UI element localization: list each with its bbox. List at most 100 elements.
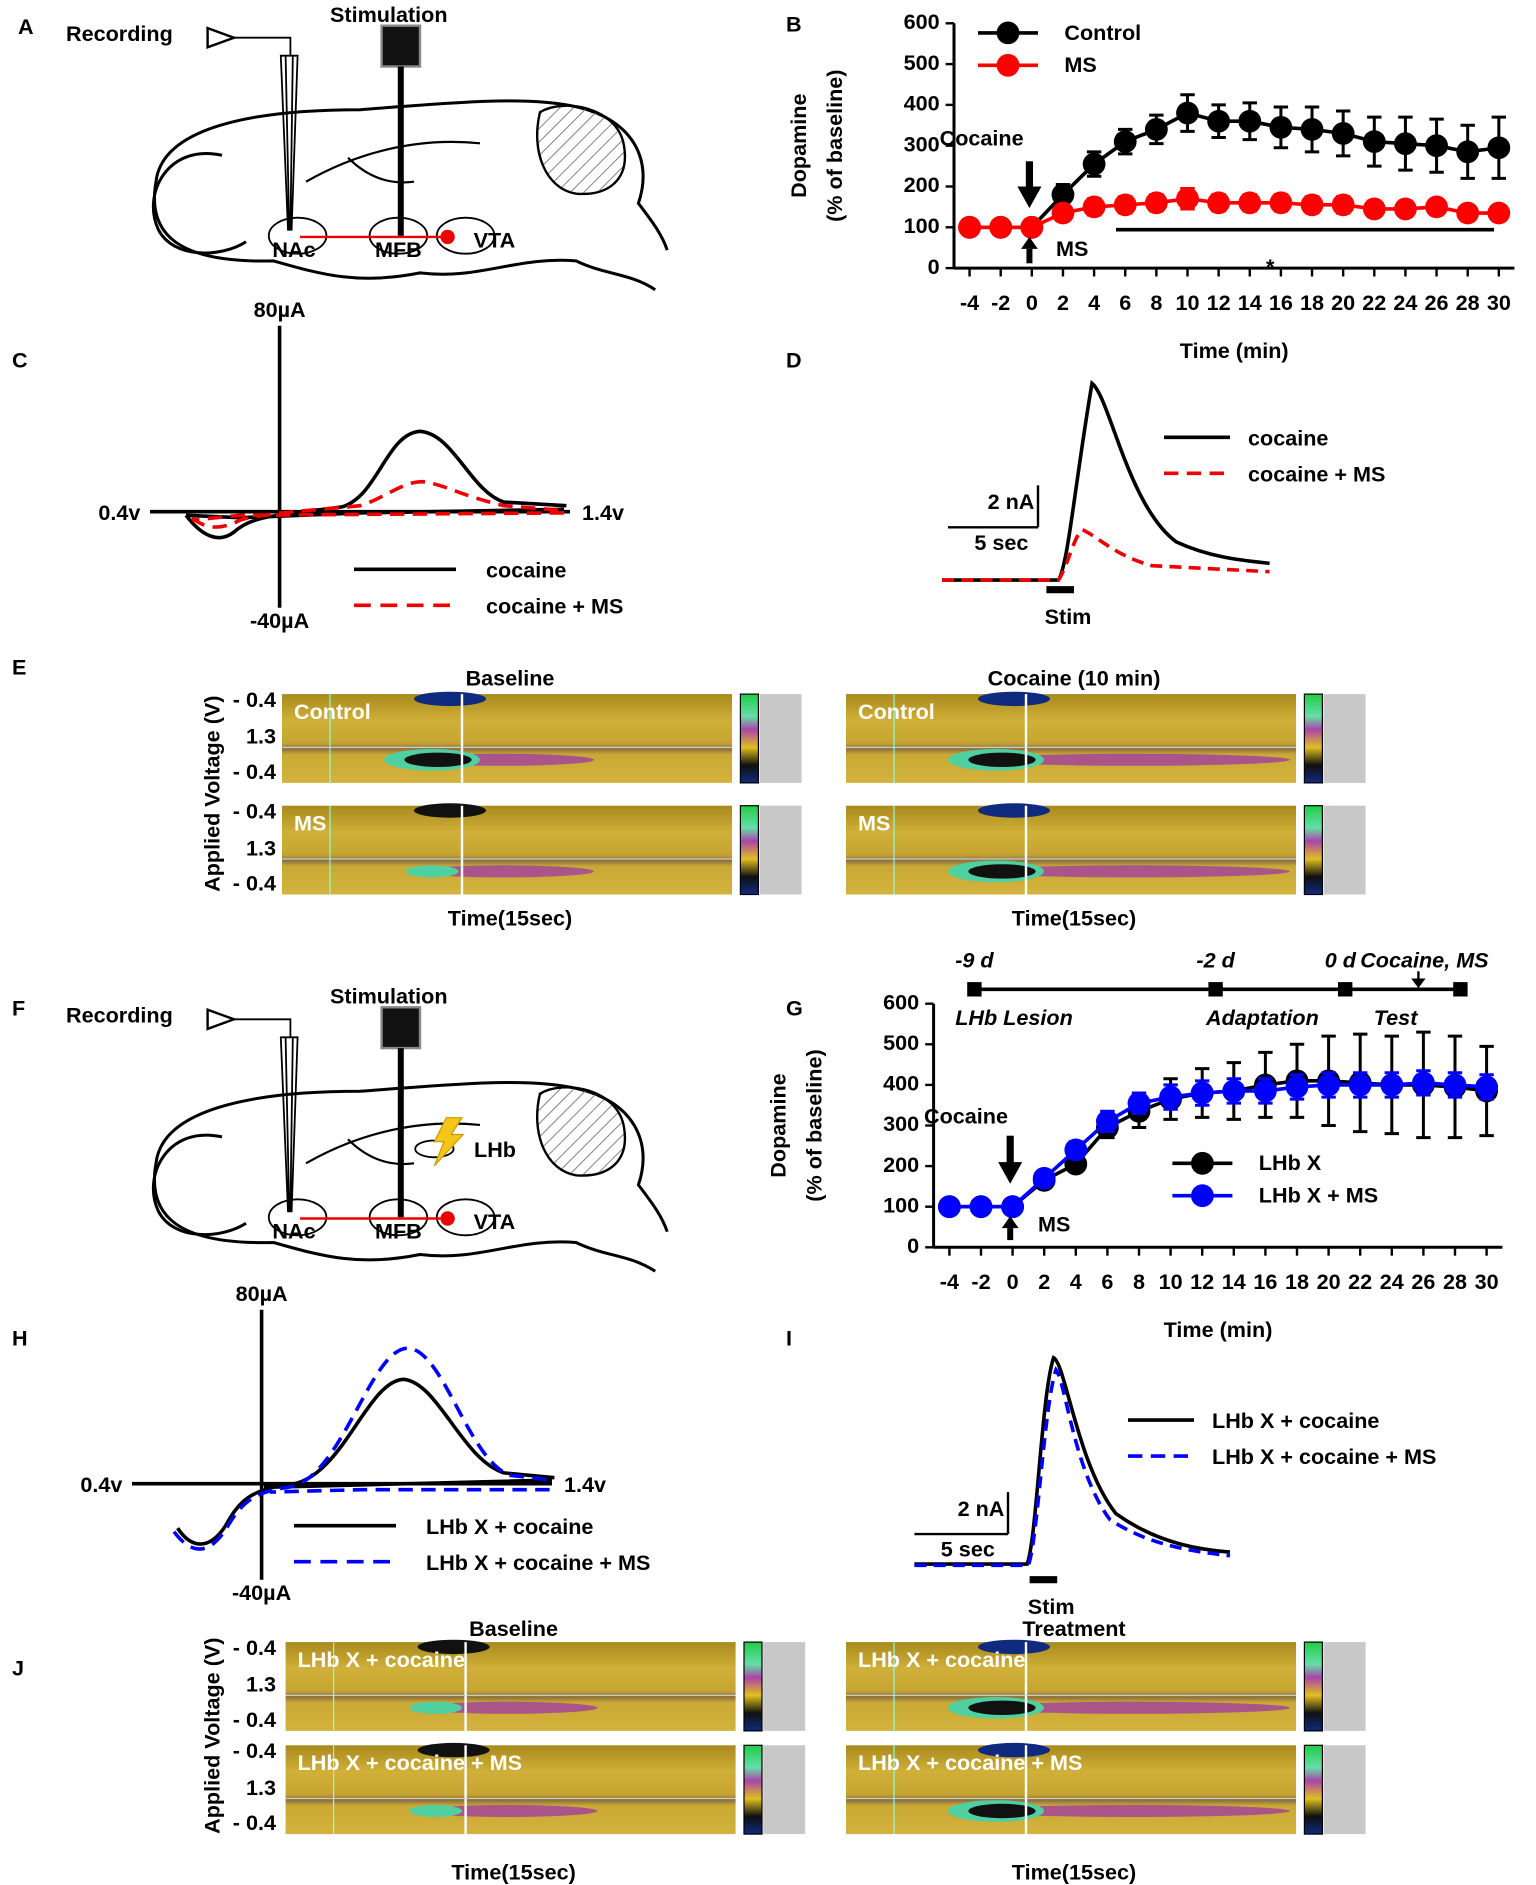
brain-diagram: Recording Stimulation NAc MFB VTA: [66, 2, 669, 291]
legend-label: LHb X + cocaine + MS: [426, 1550, 650, 1575]
data-point: [1285, 1075, 1309, 1099]
x-tick-label: 12: [1190, 1269, 1214, 1294]
heatmap: [282, 805, 732, 895]
arrow-head: [998, 1162, 1023, 1184]
heatmap-top: [417, 1742, 490, 1758]
row-label: LHb X + cocaine + MS: [858, 1750, 1082, 1775]
panel-letter: D: [786, 347, 802, 372]
heatmap-top: [978, 691, 1050, 707]
data-point: [1443, 1073, 1467, 1097]
x-tick-label: 28: [1443, 1269, 1467, 1294]
legend-marker: [1191, 1151, 1214, 1175]
colorbar-panel: [1323, 1642, 1366, 1731]
stimulation-label: Stimulation: [330, 2, 448, 27]
x-axis-label: Time(15sec): [451, 1859, 575, 1884]
x-tick-label: 20: [1317, 1269, 1341, 1294]
row-label: LHb X + cocaine + MS: [298, 1750, 522, 1775]
cv-trace: [190, 479, 565, 529]
x-axis-label: Time(15sec): [1012, 905, 1136, 930]
x-tick-label: 20: [1331, 290, 1355, 315]
timeline-phase: LHb Lesion: [955, 1005, 1073, 1030]
stim-label: Stim: [1028, 1594, 1075, 1619]
region-label: LHb: [474, 1137, 516, 1162]
data-point: [1238, 191, 1262, 215]
voltage-tick: 1.3: [246, 1672, 276, 1697]
region-label: MFB: [375, 1219, 422, 1244]
data-point: [958, 215, 981, 239]
heatmap-top: [414, 803, 486, 818]
heatmap-tail: [978, 753, 1290, 766]
data-point: [1300, 117, 1324, 141]
y-tick-label: 100: [904, 213, 940, 238]
y-tick-label: 500: [904, 50, 940, 75]
olfactory-bulb: [151, 1133, 247, 1237]
legend-label: LHb X: [1259, 1150, 1322, 1175]
x-tick-label: 6: [1119, 290, 1131, 315]
heatmap-spot: [405, 865, 459, 878]
panel-letter: A: [18, 14, 34, 39]
colorbar-panel: [1323, 1745, 1366, 1835]
timeline-node: [1453, 982, 1468, 997]
heatmap-top: [978, 1742, 1050, 1758]
heatmap-core: [968, 1803, 1036, 1819]
voltage-tick: - 0.4: [233, 1635, 276, 1660]
current-trace: [914, 1365, 1231, 1568]
column-title: Baseline: [469, 1616, 558, 1641]
data-point: [1425, 195, 1448, 219]
x-tick-label: -4: [940, 1269, 959, 1294]
data-point: [1456, 140, 1480, 164]
heatmap: [846, 1745, 1296, 1835]
data-point: [1487, 201, 1511, 225]
colorbar: [743, 1744, 763, 1835]
timeline-node: [1208, 982, 1223, 997]
data-point: [1456, 201, 1480, 225]
x-tick-label: 14: [1222, 1269, 1246, 1294]
heatmap-spot: [409, 1701, 462, 1714]
axis-label: 1.4v: [564, 1472, 606, 1497]
vta-dot: [440, 1211, 455, 1226]
data-point: [1096, 1110, 1119, 1133]
annotation: *: [1266, 254, 1275, 279]
column-title: Cocaine (10 min): [988, 665, 1161, 690]
voltage-tick: 1.3: [246, 1775, 276, 1800]
stimulation-label: Stimulation: [330, 983, 448, 1008]
data-point: [969, 1195, 993, 1219]
voltage-tick: - 0.4: [233, 687, 276, 712]
heatmap-core: [968, 1700, 1036, 1716]
x-tick-label: 8: [1150, 290, 1162, 315]
legend-label: cocaine + MS: [1248, 461, 1385, 486]
legend-label: cocaine: [486, 557, 566, 582]
timeline-label: -9 d: [955, 947, 994, 972]
colorbar: [743, 1641, 763, 1732]
legend-label: LHb X + cocaine: [426, 1514, 593, 1539]
stim-box: [380, 1006, 422, 1050]
heatmap: [846, 694, 1296, 783]
data-point: [1082, 152, 1106, 176]
x-tick-label: 16: [1253, 1269, 1277, 1294]
axis-label: 0.4v: [98, 500, 140, 525]
annotation: Cocaine: [940, 125, 1024, 150]
voltage-tick: - 0.4: [233, 759, 276, 784]
data-point: [989, 215, 1013, 239]
voltage-tick: - 0.4: [233, 799, 276, 824]
data-point: [1127, 1091, 1151, 1115]
y-tick-label: 300: [904, 131, 940, 156]
colorbar: [739, 805, 759, 896]
timeline-label: 0 d: [1325, 947, 1357, 972]
column-title: Treatment: [1022, 1616, 1125, 1641]
colorbar: [1303, 1744, 1323, 1835]
series-line: [969, 196, 1499, 230]
axis-label: 80µA: [254, 297, 306, 322]
colorbar: [739, 693, 759, 784]
x-tick-label: 2: [1038, 1269, 1050, 1294]
data-point: [1207, 191, 1231, 215]
y-tick-label: 400: [904, 91, 940, 116]
heatmap-tail: [978, 865, 1290, 878]
scale-label: 5 sec: [941, 1537, 995, 1562]
data-point: [1331, 122, 1355, 145]
row-label: MS: [858, 811, 890, 836]
data-point: [1159, 1085, 1182, 1109]
y-tick-label: 200: [883, 1152, 919, 1177]
heatmap-core: [404, 752, 472, 768]
panel-letter: J: [12, 1655, 24, 1680]
